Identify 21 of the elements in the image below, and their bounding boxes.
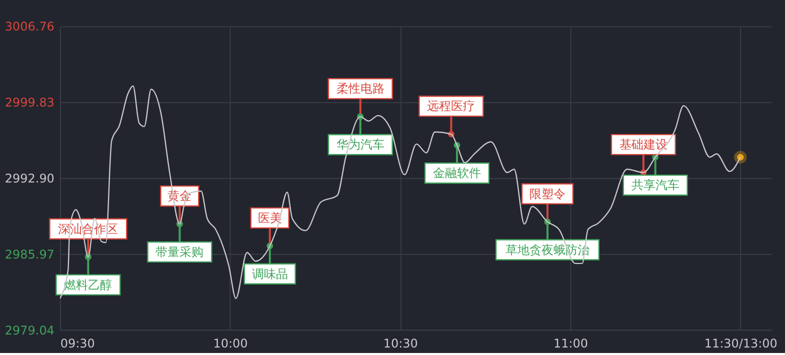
y-tick-label: 2979.04 [4, 323, 54, 338]
annotation: 柔性电路 [336, 82, 384, 96]
annotation: 限塑令 [529, 186, 566, 201]
annotation: 带量采购 [156, 244, 204, 259]
x-tick-label: 09:30 [60, 336, 95, 350]
annotation: 远程医疗 [427, 99, 476, 114]
x-tick-label: 11:30/13:00 [704, 336, 778, 350]
annotation: 燃料乙醇 [64, 278, 112, 292]
annotation: 共享汽车 [631, 178, 680, 192]
y-tick-label: 2985.97 [4, 247, 54, 262]
annotation: 华为汽车 [336, 138, 384, 152]
y-tick-label: 2992.90 [4, 171, 54, 186]
x-tick-label: 11:00 [554, 336, 588, 350]
annotation: 金融软件 [432, 166, 481, 180]
y-tick-label: 2999.83 [4, 96, 54, 110]
y-tick-label: 3006.76 [4, 20, 54, 34]
annotation: 医美 [258, 210, 282, 225]
annotation: 基础建设 [619, 138, 668, 152]
annotation: 调味品 [252, 266, 288, 281]
x-tick-label: 10:00 [213, 336, 248, 350]
x-tick-label: 10:30 [383, 336, 418, 350]
